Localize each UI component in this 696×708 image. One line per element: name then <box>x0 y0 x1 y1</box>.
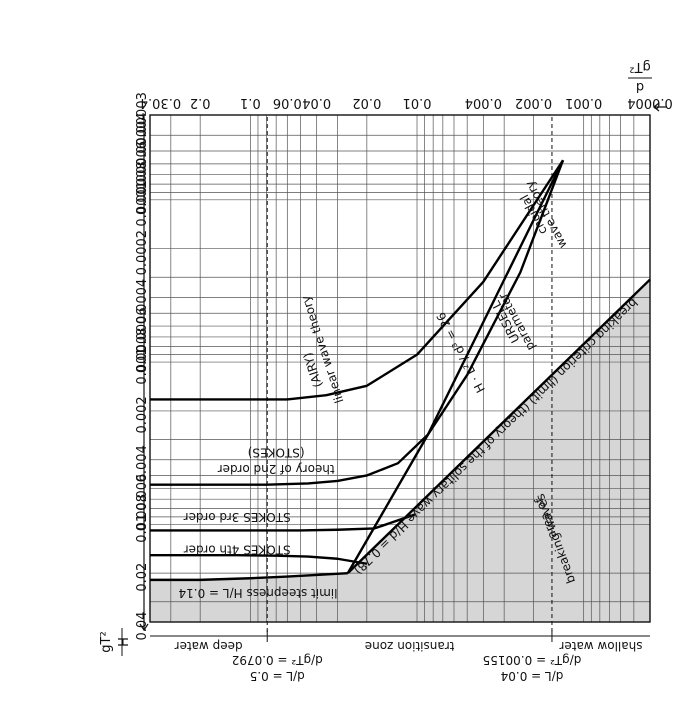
zone-label-deep: deep water <box>175 639 243 653</box>
x-tick-label: 0.001 <box>565 95 602 110</box>
x-tick-label: 0.02 <box>352 95 381 110</box>
shallow-boundary-l: d/L = 0.04 <box>501 669 564 683</box>
y-tick-label: 0.00003 <box>135 92 150 146</box>
x-tick-label: 0.01 <box>403 95 432 110</box>
stokes4-label: STOKES 4th order <box>184 542 291 556</box>
x-tick-label: 0.3 <box>160 95 181 110</box>
series-line-4 <box>150 159 565 486</box>
series-line-0 <box>347 278 651 575</box>
y-axis-label-den: gT² <box>99 631 114 652</box>
x-tick-label: 0.06 <box>273 95 302 110</box>
shallow-boundary-g: d/gT² = 0.00155 <box>483 653 582 667</box>
y-tick-label: 0.0004 <box>135 279 150 325</box>
y-tick-label: 0.00004 <box>135 112 150 166</box>
series-line-2 <box>150 554 368 565</box>
zone-label-shallow: shallow water <box>559 639 642 653</box>
y-tick-label: 0.002 <box>135 396 150 433</box>
y-axis-label-num: H <box>117 637 132 647</box>
y-tick-label: 0.001 <box>135 347 150 384</box>
x-tick-label: 0.4 <box>140 95 161 110</box>
y-tick-label: 0.008 <box>135 494 150 531</box>
x-tick-label: 0.2 <box>190 95 211 110</box>
deep-boundary-l: d/L = 0.5 <box>250 669 305 683</box>
zone-label-transition: transition zone <box>365 639 455 653</box>
x-tick-label: 0.0004 <box>627 95 673 110</box>
x-tick-label: 0.004 <box>465 95 502 110</box>
y-tick-label: 0.0008 <box>135 328 150 374</box>
y-tick-label: 0.006 <box>135 474 150 511</box>
y-tick-label: 0.004 <box>135 445 150 482</box>
y-tick-label: 0.00006 <box>135 141 150 195</box>
series-line-6 <box>150 159 565 401</box>
y-tick-label: 0.0006 <box>135 307 150 353</box>
stokes3-label: STOKES 3rd order <box>184 510 291 524</box>
x-tick-label: 0.002 <box>515 95 552 110</box>
y-tick-label: 0.02 <box>135 563 150 592</box>
plot-frame <box>149 114 651 623</box>
stokes2-label-a: theory of 2nd order <box>218 462 335 476</box>
series-line-3 <box>150 513 416 532</box>
y-tick-label: 0.0002 <box>135 230 150 276</box>
y-axis-arrow <box>139 115 149 632</box>
x-axis-label-den: gT² <box>629 59 650 74</box>
stokes2-label-b: (STOKES) <box>248 445 305 459</box>
x-tick-label: 0.1 <box>240 95 261 110</box>
airy-label-a: linear wave theory <box>299 294 347 405</box>
x-axis-arrow <box>653 102 666 112</box>
x-tick-label: 0.04 <box>302 95 331 110</box>
y-tick-label: 0.00008 <box>135 161 150 215</box>
deep-boundary-g: d/gT² = 0.0792 <box>232 653 323 667</box>
x-axis-label-num: d <box>636 79 644 94</box>
y-tick-label: 0.01 <box>135 514 150 543</box>
breaking-area-fill <box>150 279 650 622</box>
y-tick-label: 0.04 <box>135 612 150 641</box>
y-tick-label: 0.0001 <box>135 181 150 227</box>
limit-steepness-label: limit steepness H/L = 0.14 <box>178 586 337 600</box>
series-line-1 <box>150 571 348 582</box>
series-line-5 <box>346 159 565 574</box>
